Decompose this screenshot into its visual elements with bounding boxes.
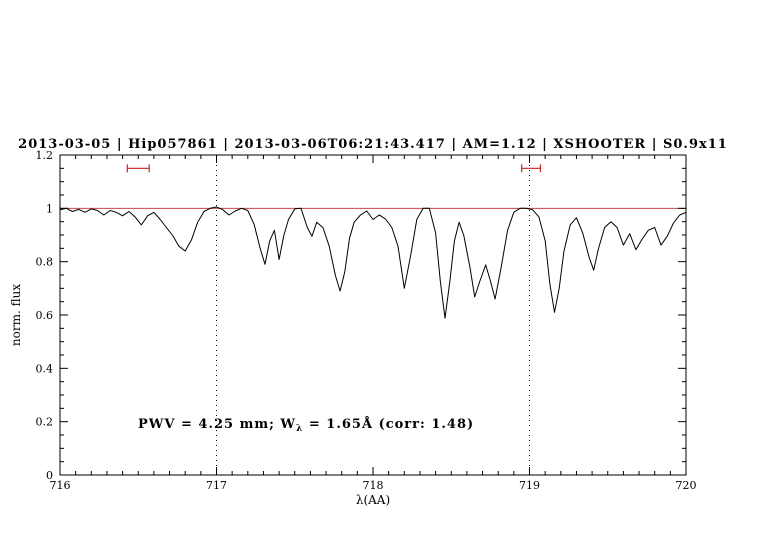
y-tick-label: 0.4 (36, 362, 54, 375)
pwv-annotation: PWV = 4.25 mm; Wλ = 1.65Å (corr: 1.48) (138, 416, 474, 434)
x-tick-label: 719 (519, 479, 540, 492)
y-tick-label: 1.2 (36, 149, 54, 162)
x-tick-label: 718 (363, 479, 384, 492)
x-axis-label: λ(AA) (356, 493, 390, 507)
y-tick-label: 0 (46, 469, 53, 482)
spectrum-line (59, 206, 687, 319)
x-tick-label: 720 (676, 479, 697, 492)
x-tick-label: 716 (50, 479, 71, 492)
pwv-annotation-post: = 1.65Å (corr: 1.48) (303, 416, 474, 432)
x-tick-label: 717 (206, 479, 227, 492)
plot-layer: 716 717 718 719 720 0 0.2 0.4 0.6 0.8 1 1.2 (36, 149, 697, 492)
pwv-annotation-pre: PWV = 4.25 mm; W (138, 417, 296, 432)
y-tick-label: 0.6 (36, 309, 54, 322)
pwv-annotation-sub: λ (296, 424, 303, 434)
plot-title: 2013-03-05 | Hip057861 | 2013-03-06T06:2… (18, 137, 728, 152)
y-tick-label: 1 (46, 202, 53, 215)
y-tick-label: 0.2 (36, 416, 54, 429)
y-axis-label: norm. flux (9, 284, 23, 346)
y-tick-label: 0.8 (36, 256, 54, 269)
